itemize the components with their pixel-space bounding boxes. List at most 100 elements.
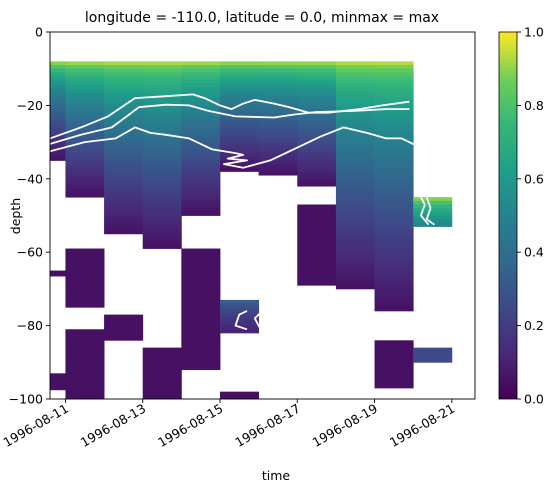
heat-cell (65, 387, 105, 393)
heat-cell (104, 336, 144, 341)
heat-cell (297, 255, 337, 260)
heat-cell (297, 259, 337, 264)
heat-cell (258, 149, 298, 154)
heat-cell (104, 90, 144, 95)
heat-cell (181, 109, 221, 114)
heat-cell (104, 98, 144, 103)
heat-cell (374, 175, 414, 180)
heat-cell (335, 167, 375, 172)
heat-cell (181, 307, 221, 312)
heat-cell (65, 270, 105, 275)
heat-cell (50, 383, 66, 387)
heat-cell (297, 87, 337, 92)
heat-cell (50, 116, 66, 121)
heat-cell (374, 160, 414, 165)
heat-cell (297, 178, 337, 183)
heat-cell (297, 120, 337, 125)
heat-cell (374, 94, 414, 99)
heat-cell (181, 358, 221, 363)
heat-cell (335, 87, 375, 92)
heat-cell (142, 208, 182, 213)
heat-cell (142, 233, 182, 238)
contour-line (419, 196, 430, 226)
heat-cell (65, 274, 105, 279)
heat-cell (181, 329, 221, 334)
heat-cell (181, 277, 221, 282)
heat-cell (335, 197, 375, 202)
heat-cell (297, 134, 337, 139)
heat-cell (65, 255, 105, 260)
heat-cell (181, 255, 221, 260)
heat-cell (65, 101, 105, 106)
y-tick-label: −80 (17, 318, 43, 333)
heat-cell (181, 116, 221, 121)
heat-cell (220, 145, 260, 150)
heat-cell (142, 362, 182, 367)
heat-cell (220, 167, 260, 172)
heat-cell (65, 369, 105, 374)
contour-lines (50, 93, 435, 334)
heat-cell (297, 252, 337, 257)
heat-cell (50, 98, 66, 103)
heat-cell (142, 369, 182, 374)
heat-cell (335, 123, 375, 128)
heat-cell (104, 321, 144, 326)
heat-cell (374, 171, 414, 176)
heat-cell (181, 248, 221, 253)
heat-cell (50, 76, 66, 81)
heat-cell (65, 336, 105, 341)
heat-cell (297, 274, 337, 279)
heat-cell (181, 83, 221, 88)
heat-cell (335, 178, 375, 183)
heat-cell (50, 112, 66, 117)
heat-cell (65, 193, 105, 198)
heat-cell (374, 285, 414, 290)
heat-cell (335, 281, 375, 286)
heat-cell (335, 171, 375, 176)
plot-frame (49, 31, 476, 400)
heat-cell (142, 351, 182, 356)
heat-cell (297, 72, 337, 77)
heat-cell (335, 230, 375, 235)
heat-cell (65, 167, 105, 172)
heat-cell (258, 131, 298, 136)
heat-cell (374, 153, 414, 158)
y-tick-label: −100 (9, 392, 43, 407)
heat-cell (65, 266, 105, 271)
heat-cell (335, 266, 375, 271)
heat-cell (181, 259, 221, 264)
heat-cell (297, 244, 337, 249)
heat-cell (181, 101, 221, 106)
heat-cell (297, 237, 337, 242)
heat-cell (374, 127, 414, 132)
heat-cell (258, 156, 298, 161)
heat-cell (181, 98, 221, 103)
x-tick-label: 1996-08-15 (155, 401, 225, 450)
heat-cell (50, 109, 66, 114)
heat-cell (220, 164, 260, 169)
heat-cell (65, 285, 105, 290)
heat-cell (297, 131, 337, 136)
heat-cell (258, 153, 298, 158)
heat-cell (374, 109, 414, 114)
heat-cell (297, 222, 337, 227)
heat-cell (142, 138, 182, 143)
heat-cell (142, 171, 182, 176)
heat-cell (335, 259, 375, 264)
heat-cell (142, 226, 182, 231)
heat-cell (65, 296, 105, 301)
heat-cell (374, 362, 414, 367)
x-tick-label: 1996-08-21 (387, 401, 457, 450)
heat-cell (65, 277, 105, 282)
heat-cell (220, 101, 260, 106)
heat-cell (104, 145, 144, 150)
heat-cell (142, 149, 182, 154)
heat-cell (65, 72, 105, 77)
heat-cell (142, 134, 182, 139)
heat-cell (142, 175, 182, 180)
heat-cell (181, 105, 221, 110)
heat-cell (374, 365, 414, 371)
heat-cell (181, 208, 221, 213)
heat-cell (65, 281, 105, 286)
